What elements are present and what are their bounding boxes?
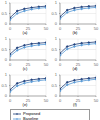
html-text:Baseline: Baseline [23, 116, 39, 120]
svg-text:25: 25 [76, 62, 81, 66]
svg-text:0: 0 [59, 26, 62, 30]
svg-text:50: 50 [44, 98, 49, 102]
html-text:Proposed: Proposed [23, 111, 41, 116]
svg-text:0.5: 0.5 [51, 11, 57, 16]
html-text:(e): (e) [22, 102, 28, 107]
html-text:(b): (b) [72, 30, 78, 35]
svg-text:0: 0 [55, 57, 58, 62]
svg-text:0: 0 [59, 98, 62, 102]
svg-text:0: 0 [55, 21, 58, 26]
svg-text:0.5: 0.5 [51, 83, 57, 88]
svg-text:0: 0 [55, 93, 58, 98]
html-text:(d): (d) [72, 66, 78, 71]
svg-text:0.5: 0.5 [51, 47, 57, 52]
html-text:(f): (f) [73, 102, 77, 107]
svg-text:25: 25 [76, 98, 81, 102]
html-text:(c): (c) [22, 66, 28, 71]
html-text:(a): (a) [22, 30, 28, 35]
svg-text:50: 50 [44, 26, 49, 30]
svg-text:25: 25 [26, 98, 31, 102]
svg-text:50: 50 [44, 62, 49, 66]
svg-text:0: 0 [9, 26, 12, 30]
svg-text:1: 1 [55, 0, 58, 5]
svg-text:25: 25 [76, 26, 81, 30]
svg-text:1: 1 [55, 72, 58, 77]
svg-text:1: 1 [55, 36, 58, 41]
svg-text:25: 25 [26, 62, 31, 66]
svg-text:0: 0 [9, 62, 12, 66]
svg-text:0: 0 [9, 98, 12, 102]
svg-text:25: 25 [26, 26, 31, 30]
svg-text:0: 0 [59, 62, 62, 66]
